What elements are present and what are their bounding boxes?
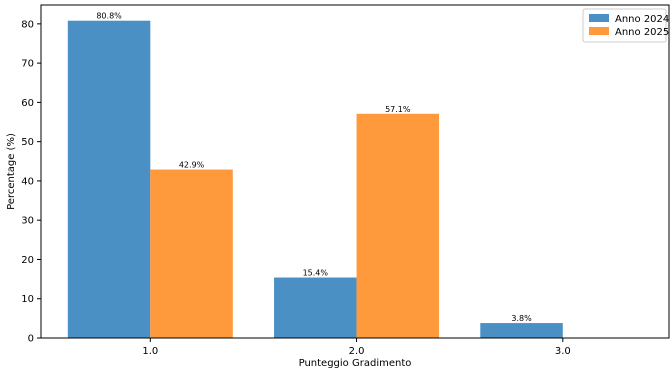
y-axis-ticks: 0 10 20 30 40 50 60 70 80 xyxy=(21,19,41,345)
data-label: 42.9% xyxy=(179,161,205,170)
y-tick-label: 20 xyxy=(21,255,34,266)
data-label: 80.8% xyxy=(96,12,122,21)
x-tick-label: 2.0 xyxy=(349,346,365,357)
bar-anno-2024-1.0 xyxy=(67,20,151,338)
bars-group xyxy=(67,20,563,338)
y-tick-label: 0 xyxy=(28,334,34,345)
bar-anno-2024-2.0 xyxy=(274,277,357,338)
y-tick-label: 60 xyxy=(21,98,34,109)
legend-entry: Anno 2025 xyxy=(615,27,669,38)
y-tick-label: 70 xyxy=(21,59,34,70)
data-label: 57.1% xyxy=(385,105,411,114)
y-tick-label: 40 xyxy=(21,176,34,187)
y-tick-label: 30 xyxy=(21,216,34,227)
y-tick-label: 50 xyxy=(21,137,34,148)
legend-entry: Anno 2024 xyxy=(615,14,669,25)
bar-anno-2025-1.0 xyxy=(150,169,233,338)
x-axis-ticks: 1.0 2.0 3.0 xyxy=(142,338,571,357)
data-label: 15.4% xyxy=(303,269,329,278)
legend: Anno 2024 Anno 2025 xyxy=(582,8,669,43)
y-tick-label: 80 xyxy=(21,19,34,30)
bar-anno-2024-3.0 xyxy=(480,323,563,338)
bar-anno-2025-2.0 xyxy=(356,113,440,338)
y-axis-label: Percentage (%) xyxy=(6,133,17,210)
legend-swatch xyxy=(589,14,609,22)
x-tick-label: 3.0 xyxy=(555,346,571,357)
x-axis-label: Punteggio Gradimento xyxy=(299,358,412,369)
plot-frame xyxy=(40,4,670,339)
legend-swatch xyxy=(589,27,609,35)
x-tick-label: 1.0 xyxy=(142,346,158,357)
data-labels-group: 80.8% 42.9% 15.4% 57.1% 3.8% xyxy=(96,12,532,323)
y-tick-label: 10 xyxy=(21,294,34,305)
data-label: 3.8% xyxy=(511,314,532,323)
